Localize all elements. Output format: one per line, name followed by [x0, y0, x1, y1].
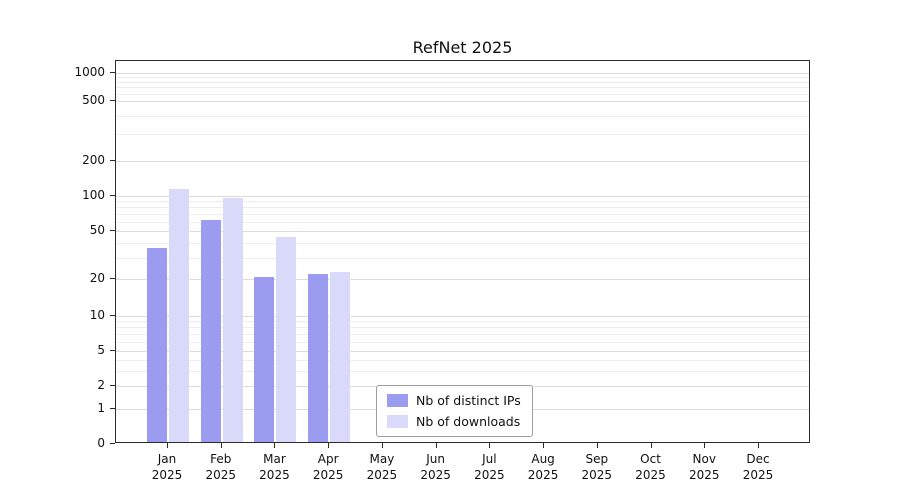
legend-label-distinct-ips: Nb of distinct IPs — [416, 393, 521, 408]
gridline-minor — [116, 257, 809, 259]
gridline-minor — [116, 334, 809, 335]
y-tick-mark — [110, 100, 115, 101]
gridline-minor — [116, 207, 809, 209]
x-tick-label-jun: Jun 2025 — [420, 452, 451, 483]
bar-distinct-ips-apr — [308, 274, 329, 442]
x-tick-mark — [596, 443, 598, 448]
gridline-minor — [116, 370, 809, 372]
gridline-minor — [116, 87, 809, 89]
x-tick-label-jan: Jan 2025 — [151, 452, 183, 483]
gridline-minor — [116, 341, 809, 343]
x-tick-mark — [328, 443, 330, 448]
x-tick-mark — [381, 443, 383, 448]
legend-swatch-downloads — [387, 415, 408, 428]
x-tick-mark — [489, 443, 491, 448]
legend-item-distinct-ips: Nb of distinct IPs — [387, 393, 521, 408]
x-tick-label-aug: Aug 2025 — [527, 452, 559, 483]
x-tick-mark — [543, 443, 545, 448]
bar-distinct-ips-feb — [200, 219, 221, 442]
x-tick-label-oct: Oct 2025 — [635, 452, 666, 483]
y-tick-mark — [110, 160, 115, 161]
y-tick-label: 2 — [97, 378, 105, 392]
gridline-minor — [116, 242, 809, 244]
gridline-major — [116, 101, 809, 102]
y-tick-label: 5 — [97, 343, 105, 357]
y-tick-label: 50 — [89, 223, 105, 237]
bar-downloads-mar — [276, 236, 297, 442]
x-tick-mark — [435, 443, 437, 448]
gridline-minor — [116, 221, 809, 223]
y-tick-label: 1 — [97, 401, 105, 415]
x-tick-label-feb: Feb 2025 — [205, 452, 236, 483]
x-tick-mark — [650, 443, 652, 448]
x-tick-mark — [704, 443, 706, 448]
y-tick-label: 500 — [82, 93, 105, 107]
gridline-major — [116, 316, 809, 317]
gridline-minor — [116, 327, 809, 329]
chart-title: RefNet 2025 — [412, 38, 513, 57]
gridline-minor — [116, 93, 809, 95]
bar-downloads-feb — [222, 198, 243, 442]
y-tick-mark — [110, 315, 115, 316]
x-tick-label-may: May 2025 — [366, 452, 398, 483]
y-tick-label: 0 — [97, 436, 105, 450]
legend-item-downloads: Nb of downloads — [387, 414, 521, 429]
y-tick-label: 200 — [82, 153, 105, 167]
x-tick-label-jul: Jul 2025 — [474, 452, 505, 483]
x-tick-label-sep: Sep 2025 — [581, 452, 613, 483]
y-tick-mark — [110, 72, 115, 73]
y-tick-label: 1000 — [74, 65, 105, 79]
x-tick-mark — [274, 443, 276, 448]
y-tick-mark — [110, 195, 115, 196]
x-tick-label-dec: Dec 2025 — [742, 452, 774, 483]
bar-downloads-apr — [330, 272, 351, 442]
x-tick-label-mar: Mar 2025 — [259, 452, 290, 483]
x-tick-mark — [167, 443, 168, 448]
gridline-major — [116, 351, 809, 352]
gridline-major — [116, 196, 809, 197]
gridline-minor — [116, 321, 809, 323]
y-tick-mark — [110, 443, 115, 444]
x-tick-label-apr: Apr 2025 — [312, 452, 344, 483]
gridline-major — [116, 161, 809, 162]
gridline-minor — [116, 134, 809, 136]
y-tick-label: 20 — [89, 271, 105, 285]
gridline-major — [116, 279, 809, 280]
bar-distinct-ips-jan — [147, 247, 167, 442]
legend-label-downloads: Nb of downloads — [416, 414, 521, 429]
gridline-major — [116, 231, 809, 232]
y-tick-mark — [110, 230, 115, 231]
y-tick-mark — [110, 385, 115, 386]
y-tick-label: 100 — [82, 188, 105, 202]
gridline-minor — [116, 115, 809, 117]
x-tick-label-nov: Nov 2025 — [688, 452, 720, 483]
gridline-minor — [116, 201, 809, 203]
bar-distinct-ips-mar — [254, 277, 275, 442]
legend-swatch-distinct-ips — [387, 394, 408, 407]
gridline-minor — [116, 214, 809, 215]
x-tick-mark — [220, 443, 222, 448]
x-tick-mark — [758, 443, 759, 448]
plot-area: Nb of distinct IPs Nb of downloads — [115, 60, 810, 443]
gridline-minor — [116, 359, 809, 361]
gridline-minor — [116, 82, 809, 83]
y-tick-label: 10 — [89, 308, 105, 322]
y-tick-mark — [110, 408, 115, 409]
legend: Nb of distinct IPs Nb of downloads — [376, 385, 533, 437]
y-tick-mark — [110, 278, 115, 279]
bar-downloads-jan — [169, 189, 189, 442]
y-tick-mark — [110, 350, 115, 351]
gridline-minor — [116, 77, 809, 79]
gridline-major — [116, 73, 809, 74]
